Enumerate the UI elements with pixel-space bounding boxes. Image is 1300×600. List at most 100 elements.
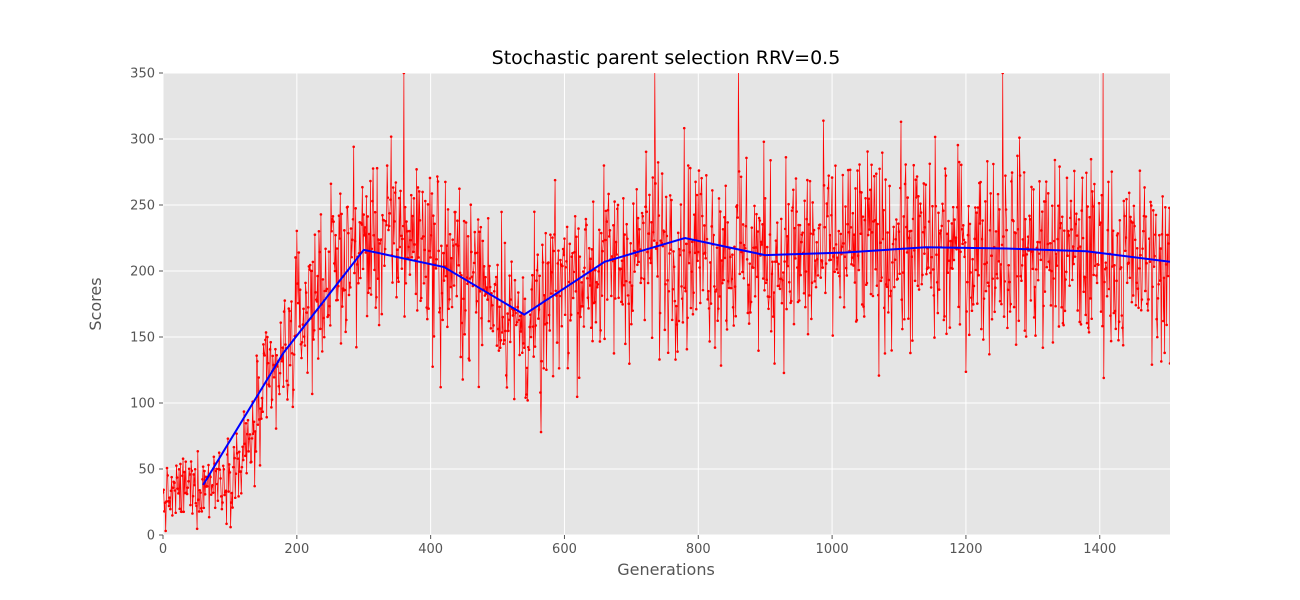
- score-point: [626, 294, 630, 297]
- score-point: [897, 222, 900, 226]
- score-point: [747, 283, 750, 287]
- score-point: [667, 289, 671, 293]
- score-point: [965, 280, 969, 284]
- score-point: [679, 203, 683, 206]
- score-point: [272, 363, 275, 367]
- score-point: [1003, 280, 1007, 283]
- score-point: [550, 270, 554, 274]
- score-point: [426, 203, 430, 206]
- score-point: [554, 289, 558, 293]
- score-point: [518, 353, 521, 357]
- score-point: [1087, 326, 1090, 330]
- score-point: [1145, 302, 1149, 306]
- score-point: [961, 242, 964, 246]
- score-point: [480, 343, 484, 347]
- score-point: [894, 237, 897, 241]
- score-point: [254, 430, 257, 433]
- score-point: [1021, 238, 1025, 241]
- score-point: [961, 224, 965, 227]
- score-point: [1095, 281, 1099, 285]
- score-point: [1032, 188, 1035, 191]
- score-point: [1099, 310, 1103, 313]
- score-point: [957, 305, 960, 309]
- y-tick-label: 300: [130, 133, 155, 148]
- score-point: [1048, 241, 1052, 245]
- x-tick-label: 600: [552, 542, 577, 557]
- score-point: [391, 186, 395, 189]
- score-point: [1140, 298, 1144, 301]
- score-point: [900, 298, 903, 301]
- score-point: [1020, 264, 1024, 267]
- score-point: [788, 290, 792, 293]
- score-point: [998, 299, 1002, 303]
- score-point: [676, 350, 679, 353]
- score-point: [1019, 274, 1023, 278]
- score-point: [665, 234, 669, 238]
- score-point: [222, 467, 226, 471]
- score-point: [742, 277, 746, 280]
- score-point: [351, 238, 354, 242]
- score-point: [533, 210, 536, 214]
- score-point: [1072, 262, 1075, 266]
- score-point: [1148, 260, 1152, 263]
- score-point: [1130, 300, 1134, 304]
- score-point: [1069, 216, 1072, 220]
- score-point: [683, 286, 687, 290]
- score-point: [626, 237, 629, 241]
- score-point: [835, 268, 839, 271]
- score-point: [591, 339, 594, 343]
- score-point: [684, 289, 687, 293]
- score-point: [1088, 215, 1092, 219]
- score-point: [781, 279, 784, 282]
- score-point: [1069, 199, 1073, 203]
- score-point: [866, 150, 869, 153]
- score-point: [299, 343, 303, 346]
- score-point: [811, 201, 814, 204]
- score-point: [1046, 192, 1050, 195]
- score-point: [717, 197, 721, 200]
- score-point: [1062, 229, 1066, 232]
- score-point: [745, 156, 748, 160]
- score-point: [1120, 314, 1124, 317]
- score-point: [334, 233, 337, 237]
- score-point: [557, 366, 561, 370]
- score-point: [195, 504, 198, 508]
- score-point: [823, 225, 827, 229]
- score-point: [239, 491, 243, 495]
- score-point: [492, 289, 496, 293]
- score-point: [595, 280, 598, 284]
- score-point: [275, 353, 279, 357]
- score-point: [787, 280, 791, 284]
- score-point: [304, 281, 307, 285]
- score-point: [362, 213, 366, 216]
- score-point: [367, 232, 371, 236]
- score-point: [1155, 317, 1158, 321]
- score-point: [1167, 242, 1170, 245]
- score-point: [500, 210, 503, 214]
- score-point: [1087, 330, 1091, 334]
- score-point: [812, 228, 816, 232]
- score-point: [229, 525, 232, 529]
- score-point: [306, 371, 309, 374]
- score-point: [806, 178, 809, 182]
- score-point: [450, 256, 453, 260]
- score-point: [593, 300, 596, 304]
- score-point: [634, 254, 638, 257]
- score-point: [755, 212, 758, 216]
- score-point: [956, 143, 960, 147]
- score-point: [266, 335, 269, 339]
- score-point: [783, 260, 786, 263]
- score-point: [475, 299, 479, 303]
- score-point: [265, 415, 269, 419]
- score-point: [248, 433, 252, 436]
- score-point: [612, 223, 615, 227]
- score-point: [459, 355, 463, 359]
- score-point: [403, 315, 406, 318]
- score-point: [308, 263, 312, 267]
- score-point: [996, 276, 999, 280]
- score-point: [971, 303, 975, 306]
- score-point: [509, 298, 513, 301]
- score-point: [560, 324, 564, 328]
- score-point: [942, 318, 946, 322]
- score-point: [945, 232, 949, 236]
